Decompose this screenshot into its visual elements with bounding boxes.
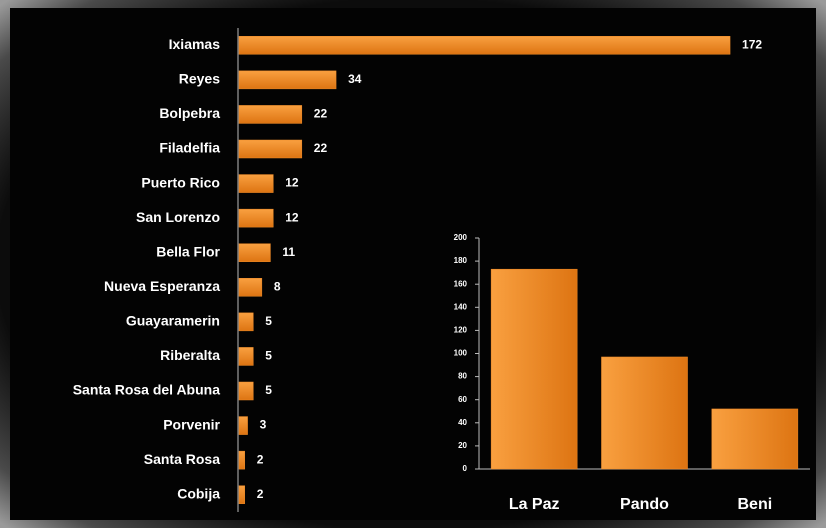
panel <box>10 8 816 520</box>
bar <box>239 382 253 400</box>
bar <box>239 209 273 227</box>
y-tick-label: 40 <box>458 418 467 427</box>
y-tick-label: Bolpebra <box>159 105 220 121</box>
data-label: 22 <box>314 141 328 155</box>
y-tick-label: San Lorenzo <box>136 209 220 225</box>
data-label: 2 <box>257 452 264 466</box>
bar <box>239 244 270 262</box>
data-label: 12 <box>285 210 299 224</box>
bar <box>712 409 798 469</box>
data-label: 172 <box>742 37 762 51</box>
data-label: 22 <box>314 107 328 121</box>
data-label: 5 <box>265 314 272 328</box>
y-tick-label: Cobija <box>177 485 220 501</box>
chart: Ixiamas172Reyes34Bolpebra22Filadelfia22P… <box>0 0 826 528</box>
y-tick-label: 20 <box>458 441 467 450</box>
y-tick-label: Puerto Rico <box>141 174 220 190</box>
y-tick-label: Porvenir <box>163 416 220 432</box>
y-tick-label: Nueva Esperanza <box>104 278 220 294</box>
data-label: 11 <box>282 245 295 259</box>
y-tick-label: Riberalta <box>160 347 220 363</box>
bar <box>239 417 248 435</box>
y-tick-label: Guayaramerin <box>126 313 220 329</box>
y-tick-label: 140 <box>454 302 468 311</box>
bar <box>239 140 302 158</box>
data-label: 34 <box>348 72 362 86</box>
y-tick-label: Santa Rosa <box>144 451 220 467</box>
x-tick-label: La Paz <box>509 496 560 513</box>
y-tick-label: 80 <box>458 372 467 381</box>
y-tick-label: 0 <box>463 464 468 473</box>
y-tick-label: 200 <box>454 233 468 242</box>
bar <box>239 347 253 365</box>
y-tick-label: Filadelfia <box>159 140 220 156</box>
data-label: 5 <box>265 349 272 363</box>
y-tick-label: 160 <box>454 279 468 288</box>
y-tick-label: 100 <box>454 349 468 358</box>
bar <box>239 486 245 504</box>
bar <box>239 175 273 193</box>
bar <box>239 105 302 123</box>
y-tick-label: 60 <box>458 395 467 404</box>
bar <box>239 71 336 89</box>
y-tick-label: Reyes <box>179 71 220 87</box>
x-tick-label: Beni <box>737 496 772 513</box>
page: Ixiamas172Reyes34Bolpebra22Filadelfia22P… <box>0 0 826 528</box>
y-tick-label: 120 <box>454 326 468 335</box>
bar <box>239 36 730 54</box>
data-label: 3 <box>260 418 267 432</box>
data-label: 5 <box>265 383 272 397</box>
bar <box>239 451 245 469</box>
data-label: 12 <box>285 176 299 190</box>
bar <box>239 278 262 296</box>
data-label: 8 <box>274 279 281 293</box>
y-tick-label: Santa Rosa del Abuna <box>73 382 221 398</box>
x-tick-label: Pando <box>620 496 669 513</box>
y-tick-label: Ixiamas <box>169 36 221 52</box>
bar <box>239 313 253 331</box>
data-label: 2 <box>257 487 264 501</box>
bar <box>491 269 577 469</box>
y-tick-label: 180 <box>454 256 468 265</box>
y-tick-label: Bella Flor <box>156 243 220 259</box>
bar <box>601 357 687 469</box>
